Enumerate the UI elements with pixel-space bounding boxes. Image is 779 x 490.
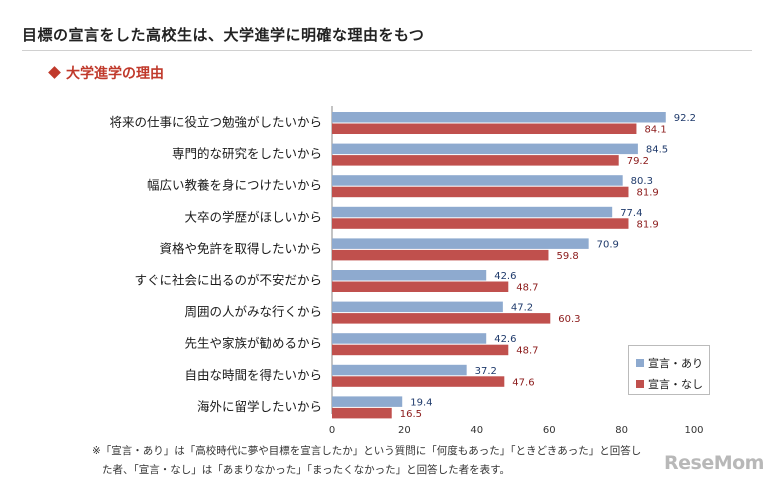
category-label: 自由な時間を得たいから [184, 367, 322, 382]
chart-subtitle: 大学進学の理由 [48, 63, 164, 83]
data-label-not-declared: 16.5 [400, 409, 422, 420]
bar-not-declared [332, 407, 392, 419]
category-label: 幅広い教養を身につけたいから [147, 178, 322, 193]
x-tick-label: 100 [684, 425, 703, 436]
data-label-declared: 77.4 [620, 208, 642, 219]
data-label-not-declared: 47.6 [512, 377, 534, 388]
x-tick-label: 60 [543, 425, 556, 436]
chart-legend: 宣言・あり 宣言・なし [628, 345, 710, 395]
data-label-not-declared: 48.7 [516, 346, 538, 357]
footnote-line-2: た者、「宣言・なし」は「あまりなかった」「まったくなかった」と回答した者を表す。 [102, 464, 511, 476]
bar-declared [332, 270, 487, 281]
bar-not-declared [332, 313, 551, 324]
data-label-declared: 70.9 [597, 239, 619, 250]
bar-declared [332, 175, 623, 186]
category-label: 海外に留学したいから [197, 399, 322, 414]
bar-declared [332, 333, 487, 344]
legend-item-not-declared: 宣言・なし [636, 376, 703, 392]
footnote: ※「宣言・あり」は「高校時代に夢や目標を宣言したか」という質問に「何度もあった」… [92, 442, 742, 480]
category-label: 大卒の学歴がほしいから [184, 209, 322, 224]
bar-declared [332, 206, 613, 218]
x-tick-label: 20 [398, 425, 411, 436]
legend-label-declared: 宣言・あり [648, 357, 703, 370]
bar-not-declared [332, 344, 509, 356]
bar-not-declared [332, 155, 619, 166]
bar-not-declared [332, 186, 629, 198]
data-label-not-declared: 79.2 [627, 156, 649, 167]
category-label: 先生や家族が勧めるから [184, 336, 322, 351]
data-label-declared: 92.2 [674, 113, 696, 124]
resemom-logo: ReseMom [664, 452, 764, 474]
data-label-not-declared: 59.8 [556, 251, 578, 262]
bar-declared [332, 143, 638, 155]
bar-declared [332, 301, 503, 313]
category-label: 周囲の人がみな行くから [184, 304, 322, 319]
category-label: 資格や免許を取得したいから [159, 241, 322, 256]
bar-not-declared [332, 249, 549, 261]
category-label: 専門的な研究をしたいから [172, 146, 322, 161]
bar-not-declared [332, 218, 629, 229]
data-label-not-declared: 81.9 [636, 188, 658, 199]
legend-swatch-not-declared [636, 380, 644, 388]
data-label-declared: 80.3 [631, 176, 653, 187]
bar-declared [332, 112, 666, 123]
data-label-not-declared: 60.3 [558, 314, 580, 325]
page-title: 目標の宣言をした高校生は、大学進学に明確な理由をもつ [22, 26, 425, 44]
bar-not-declared [332, 123, 637, 134]
data-label-declared: 47.2 [511, 303, 533, 314]
legend-swatch-declared [636, 359, 644, 367]
legend-label-not-declared: 宣言・なし [648, 378, 703, 391]
x-tick-label: 0 [329, 425, 335, 436]
x-tick-label: 80 [615, 425, 628, 436]
data-label-declared: 37.2 [475, 366, 497, 377]
bar-not-declared [332, 376, 505, 387]
data-label-not-declared: 48.7 [516, 283, 538, 294]
category-label: 将来の仕事に役立つ勉強がしたいから [109, 115, 322, 130]
data-label-declared: 19.4 [410, 397, 432, 408]
title-divider [22, 50, 752, 51]
data-label-declared: 42.6 [494, 334, 516, 345]
data-label-not-declared: 81.9 [636, 219, 658, 230]
x-tick-label: 40 [470, 425, 483, 436]
data-label-declared: 42.6 [494, 271, 516, 282]
bar-declared [332, 238, 589, 249]
data-label-declared: 84.5 [646, 145, 668, 156]
footnote-line-1: ※「宣言・あり」は「高校時代に夢や目標を宣言したか」という質問に「何度もあった」… [92, 445, 642, 457]
category-label: すぐに社会に出るのが不安だから [134, 273, 322, 288]
chart-subtitle-text: 大学進学の理由 [66, 66, 164, 82]
data-label-not-declared: 84.1 [644, 125, 666, 136]
bar-not-declared [332, 281, 509, 292]
bar-declared [332, 364, 467, 376]
legend-item-declared: 宣言・あり [636, 355, 703, 371]
bar-declared [332, 396, 403, 407]
